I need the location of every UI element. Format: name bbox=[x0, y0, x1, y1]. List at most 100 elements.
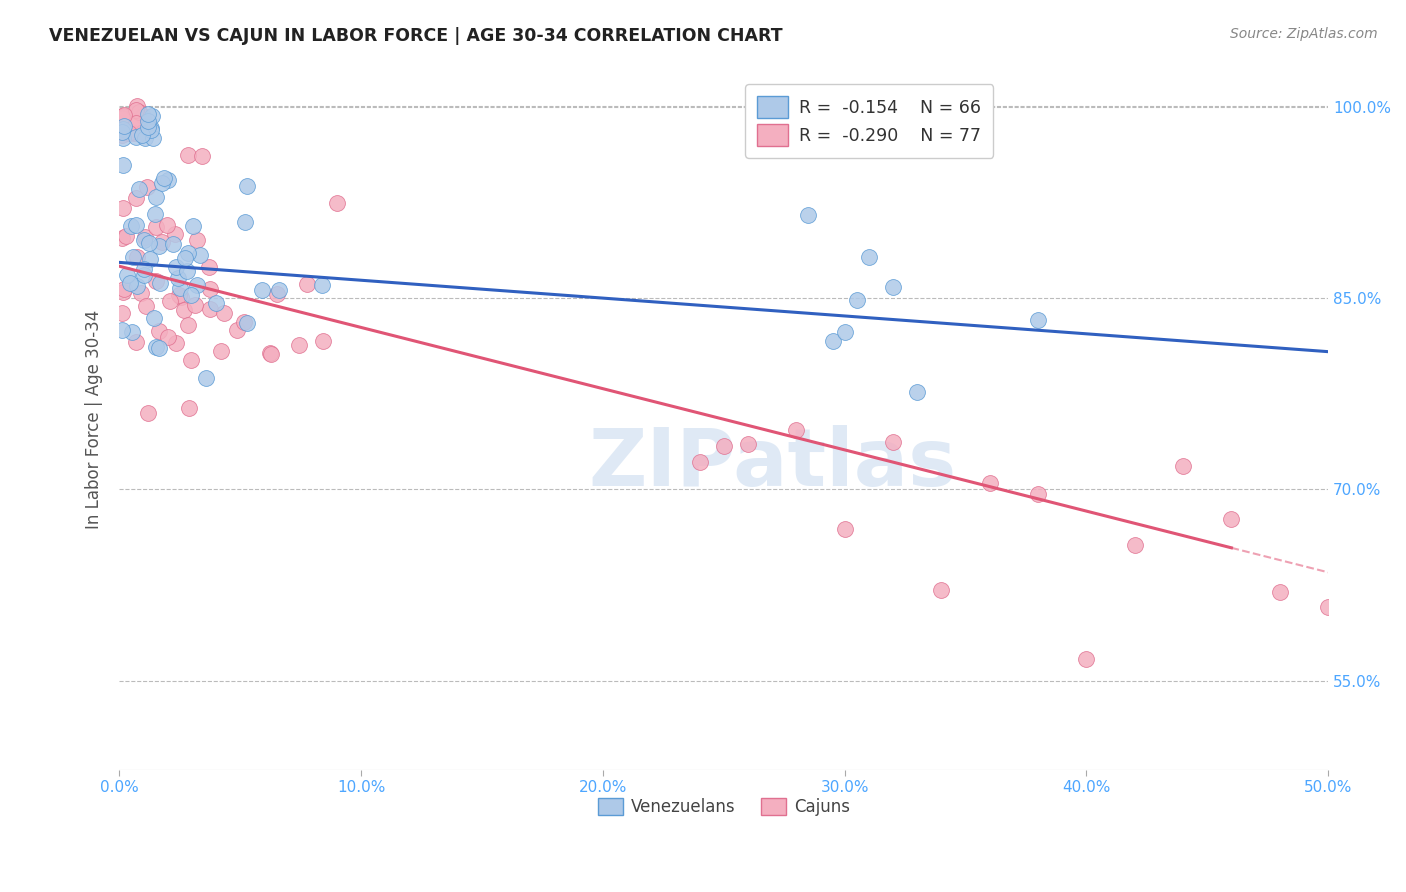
Point bbox=[148, 324, 170, 338]
Point bbox=[288, 338, 311, 352]
Point bbox=[259, 345, 281, 359]
Point bbox=[233, 215, 256, 229]
Point bbox=[118, 276, 141, 290]
Point bbox=[150, 176, 173, 190]
Point bbox=[132, 268, 155, 283]
Point bbox=[111, 128, 134, 142]
Point bbox=[145, 274, 167, 288]
Point bbox=[125, 129, 148, 144]
Point bbox=[325, 196, 347, 211]
Point bbox=[929, 583, 952, 598]
Point bbox=[785, 423, 807, 437]
Point bbox=[1026, 486, 1049, 500]
Point bbox=[297, 277, 319, 292]
Point bbox=[177, 318, 200, 333]
Point bbox=[128, 105, 150, 120]
Point bbox=[132, 261, 155, 276]
Y-axis label: In Labor Force | Age 30-34: In Labor Force | Age 30-34 bbox=[86, 310, 103, 529]
Point bbox=[111, 306, 134, 320]
Point bbox=[124, 334, 146, 349]
Point bbox=[141, 120, 163, 135]
Point bbox=[136, 120, 159, 134]
Point bbox=[128, 182, 150, 196]
Point bbox=[143, 207, 166, 221]
Point bbox=[159, 294, 181, 309]
Legend: Venezuelans, Cajuns: Venezuelans, Cajuns bbox=[589, 790, 858, 825]
Point bbox=[125, 251, 148, 265]
Point bbox=[165, 227, 187, 242]
Point bbox=[117, 126, 139, 140]
Text: VENEZUELAN VS CAJUN IN LABOR FORCE | AGE 30-34 CORRELATION CHART: VENEZUELAN VS CAJUN IN LABOR FORCE | AGE… bbox=[49, 27, 783, 45]
Point bbox=[141, 122, 163, 136]
Point bbox=[153, 170, 176, 185]
Point bbox=[186, 278, 208, 293]
Point bbox=[1268, 584, 1291, 599]
Point bbox=[111, 109, 134, 123]
Point bbox=[1171, 459, 1194, 474]
Point bbox=[198, 282, 221, 296]
Point bbox=[198, 302, 221, 317]
Point bbox=[260, 346, 283, 360]
Point bbox=[111, 231, 134, 245]
Point bbox=[311, 277, 333, 292]
Point bbox=[186, 234, 208, 248]
Point bbox=[169, 281, 191, 295]
Point bbox=[821, 334, 844, 349]
Point bbox=[905, 385, 928, 400]
Point bbox=[114, 228, 136, 243]
Point bbox=[139, 252, 162, 266]
Point bbox=[121, 325, 143, 339]
Point bbox=[122, 126, 145, 140]
Point bbox=[267, 284, 290, 298]
Point bbox=[236, 178, 259, 193]
Point bbox=[197, 260, 219, 274]
Point bbox=[157, 173, 180, 187]
Point bbox=[834, 326, 856, 340]
Point bbox=[882, 280, 904, 294]
Point bbox=[135, 299, 157, 313]
Point bbox=[112, 202, 135, 216]
Point bbox=[111, 158, 134, 172]
Point bbox=[145, 189, 167, 203]
Point bbox=[148, 341, 170, 355]
Point bbox=[312, 334, 335, 349]
Point bbox=[141, 109, 163, 123]
Point bbox=[188, 248, 211, 262]
Point bbox=[136, 180, 159, 194]
Point bbox=[1317, 600, 1340, 615]
Point bbox=[179, 401, 201, 415]
Text: ZIPatlas: ZIPatlas bbox=[588, 425, 956, 503]
Point bbox=[266, 287, 288, 301]
Point bbox=[129, 285, 152, 300]
Point bbox=[169, 287, 191, 301]
Point bbox=[194, 371, 217, 385]
Point bbox=[689, 455, 711, 469]
Point bbox=[127, 98, 149, 112]
Point bbox=[1220, 512, 1243, 526]
Point bbox=[115, 268, 138, 282]
Point bbox=[138, 236, 160, 251]
Point bbox=[1123, 538, 1146, 552]
Point bbox=[191, 149, 214, 163]
Point bbox=[177, 148, 200, 162]
Point bbox=[165, 336, 187, 351]
Point bbox=[142, 131, 165, 145]
Point bbox=[233, 315, 256, 329]
Point bbox=[180, 287, 202, 301]
Text: Source: ZipAtlas.com: Source: ZipAtlas.com bbox=[1230, 27, 1378, 41]
Point bbox=[174, 252, 197, 266]
Point bbox=[834, 523, 856, 537]
Point bbox=[112, 282, 135, 296]
Point bbox=[112, 122, 135, 136]
Point bbox=[176, 263, 198, 277]
Point bbox=[112, 108, 135, 122]
Point bbox=[165, 260, 187, 275]
Point bbox=[132, 233, 155, 247]
Point bbox=[112, 119, 135, 133]
Point bbox=[149, 276, 172, 290]
Point bbox=[1076, 652, 1098, 666]
Point bbox=[713, 439, 735, 453]
Point bbox=[157, 330, 180, 344]
Point bbox=[111, 125, 134, 139]
Point bbox=[125, 103, 148, 117]
